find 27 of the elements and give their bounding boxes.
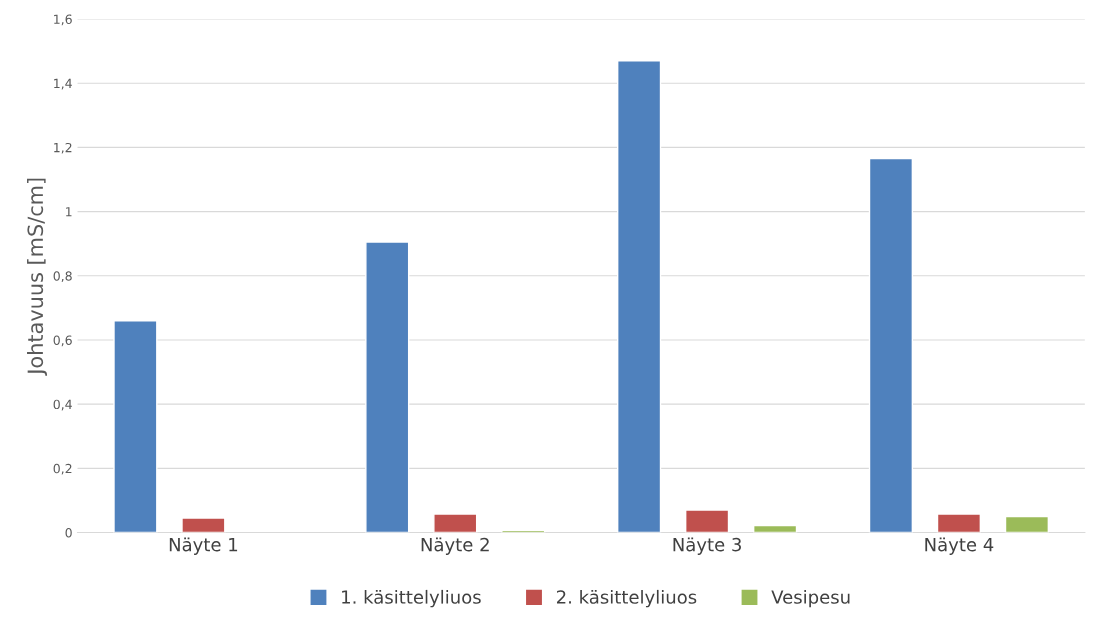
y-axis-title: Johtavuus [mS/cm]: [27, 178, 48, 376]
y-tick-label: 1,6: [54, 14, 72, 26]
bar: [433, 513, 478, 533]
x-tick-label: Näyte 1: [169, 537, 238, 555]
y-tick-label: 0,2: [53, 463, 72, 475]
legend-label: 2. käsittelyliuos: [556, 589, 697, 608]
x-tick-label: Näyte 2: [421, 537, 489, 555]
y-tick-label: 1,4: [54, 78, 72, 90]
x-tick-label: Näyte 4: [925, 537, 994, 555]
bar: [684, 509, 730, 533]
y-tick-label: 1,2: [54, 142, 72, 154]
bar: [1004, 515, 1050, 533]
bar: [181, 517, 226, 533]
bar: [365, 241, 410, 533]
legend-label: 1. käsittelyliuos: [342, 589, 481, 608]
y-tick-label: 0: [65, 528, 72, 538]
bar: [752, 524, 798, 533]
legend-label: Vesipesu: [771, 589, 850, 608]
bar: [113, 320, 158, 533]
y-tick-label: 0,6: [53, 335, 72, 347]
bar: [936, 513, 982, 533]
y-tick-label: 1: [66, 207, 72, 217]
bar: [616, 60, 662, 533]
y-tick-label: 0,8: [53, 271, 72, 282]
bar: [868, 157, 914, 533]
x-tick-label: Näyte 3: [673, 537, 741, 555]
y-tick-label: 0,4: [53, 399, 72, 411]
